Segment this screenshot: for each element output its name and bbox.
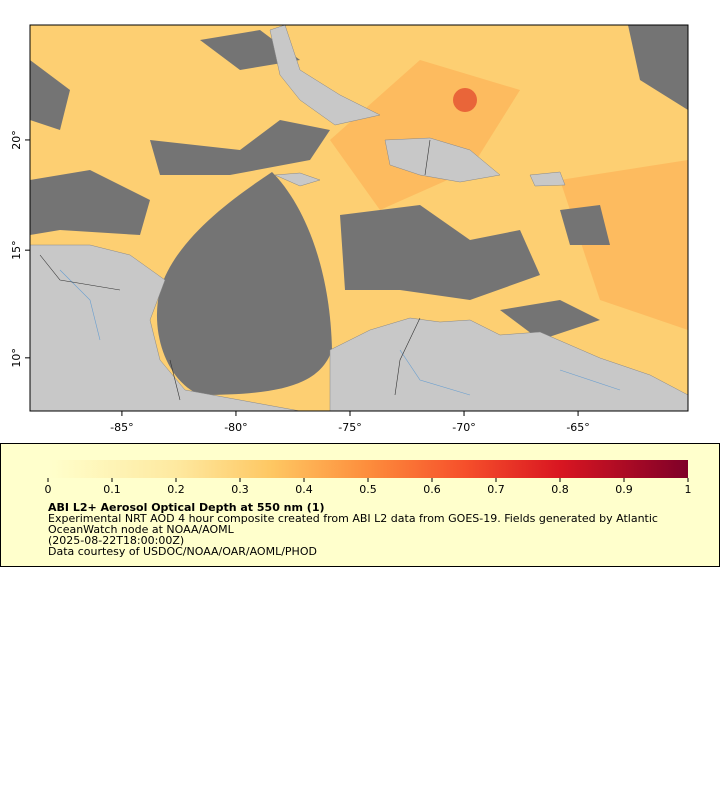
colorbar-tick-label: 0.3 bbox=[231, 483, 249, 496]
colorbar-tick-label: 0.1 bbox=[103, 483, 121, 496]
colorbar-tick-label: 0.6 bbox=[423, 483, 441, 496]
x-tick-label: -80° bbox=[224, 421, 247, 434]
colorbar-tick-label: 0.5 bbox=[359, 483, 377, 496]
colorbar bbox=[48, 460, 688, 478]
borders bbox=[39, 139, 431, 401]
colorbar-tick-label: 0.2 bbox=[167, 483, 185, 496]
aod-peak bbox=[453, 88, 477, 112]
y-tick-label: 10° bbox=[10, 348, 23, 368]
no-data bbox=[30, 25, 688, 411]
x-tick-label: -85° bbox=[110, 421, 133, 434]
x-tick-label: -75° bbox=[338, 421, 361, 434]
legend-line: Data courtesy of USDOC/NOAA/OAR/AOML/PHO… bbox=[48, 545, 317, 558]
colorbar-tick-label: 0 bbox=[45, 483, 52, 496]
map-ticks: -85° -80° -75° -70° -65° 10° 15° 20° bbox=[10, 130, 590, 434]
x-tick-label: -70° bbox=[452, 421, 475, 434]
map-area bbox=[30, 25, 688, 411]
legend-line: OceanWatch node at NOAA/AOML bbox=[48, 523, 235, 536]
map-frame bbox=[29, 24, 689, 412]
colorbar-ticks: 0 0.1 0.2 0.3 0.4 0.5 0.6 0.7 0.8 0.9 1 bbox=[45, 478, 692, 496]
y-tick-label: 20° bbox=[10, 130, 23, 150]
legend-text: Experimental NRT AOD 4 hour composite cr… bbox=[48, 512, 658, 558]
colorbar-tick-label: 0.4 bbox=[295, 483, 313, 496]
colorbar-tick-label: 0.9 bbox=[615, 483, 633, 496]
legend-line: (2025-08-22T18:00:00Z) bbox=[48, 534, 184, 547]
rivers bbox=[59, 269, 621, 396]
aod-high bbox=[330, 60, 688, 330]
colorbar-tick-label: 1 bbox=[685, 483, 692, 496]
colorbar-tick-label: 0.7 bbox=[487, 483, 505, 496]
y-tick-label: 15° bbox=[10, 240, 23, 260]
x-tick-label: -65° bbox=[566, 421, 589, 434]
colorbar-title: ABI L2+ Aerosol Optical Depth at 550 nm … bbox=[48, 501, 325, 514]
colorbar-tick-label: 0.8 bbox=[551, 483, 569, 496]
legend-line: Experimental NRT AOD 4 hour composite cr… bbox=[48, 512, 658, 525]
